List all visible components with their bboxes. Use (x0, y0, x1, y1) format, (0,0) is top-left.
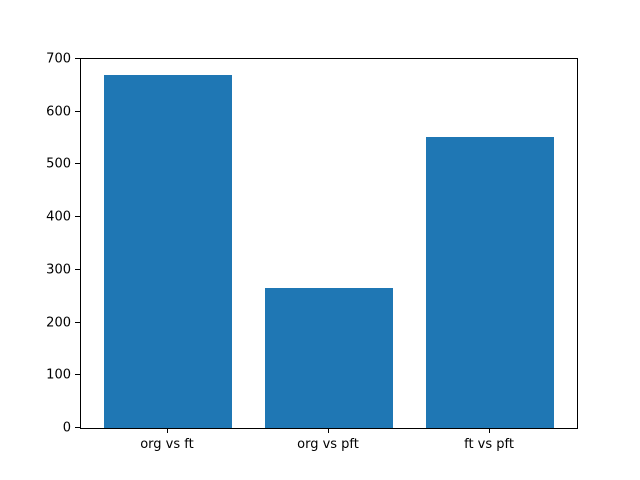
y-tick-label: 200 (46, 315, 71, 331)
x-tick-mark (489, 428, 491, 433)
y-tick-label: 400 (46, 209, 71, 225)
y-tick-label: 0 (62, 420, 71, 436)
bar-ft-vs-pft (425, 137, 555, 428)
plot-area (80, 58, 578, 429)
x-tick-mark (166, 428, 168, 433)
y-tick-mark (75, 163, 80, 165)
y-tick-label: 700 (46, 51, 71, 67)
bar-org-vs-ft (103, 74, 233, 428)
y-tick-mark (75, 374, 80, 376)
y-tick-mark (75, 268, 80, 270)
y-tick-label: 500 (46, 156, 71, 172)
x-tick-mark (328, 428, 329, 433)
x-tick-label-org-vs-pft: org vs pft (297, 437, 359, 452)
y-tick-label: 600 (46, 104, 71, 120)
y-tick-mark (75, 321, 80, 323)
y-tick-mark (75, 216, 80, 218)
y-tick-label: 300 (46, 262, 71, 278)
y-tick-mark (75, 58, 80, 59)
x-tick-label-org-vs-ft: org vs ft (140, 437, 194, 452)
y-tick-mark (75, 110, 80, 112)
bar-org-vs-pft (264, 288, 394, 428)
y-tick-label: 100 (46, 367, 71, 383)
x-tick-label-ft-vs-pft: ft vs pft (464, 437, 514, 452)
y-tick-mark (75, 427, 80, 428)
